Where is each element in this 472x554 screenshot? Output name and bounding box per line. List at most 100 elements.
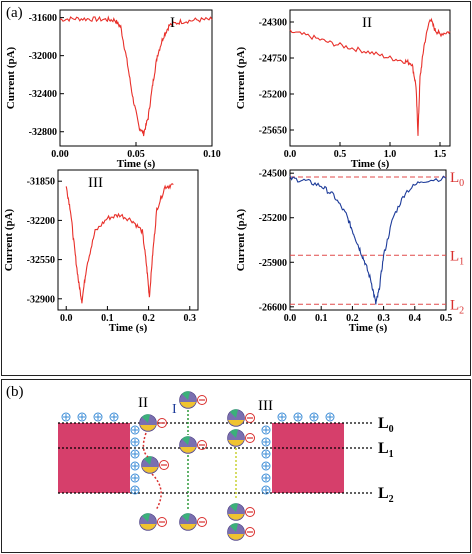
x-tick-label: 0.00 — [51, 149, 69, 160]
molecule-III-second — [227, 429, 255, 447]
positive-charge-icon — [61, 412, 71, 422]
y-tick-label: -32400 — [29, 89, 57, 100]
x-tick-label: 0.0 — [284, 313, 297, 324]
x-axis-label: Time (s) — [351, 158, 390, 170]
level-label-L1: L1 — [378, 440, 394, 460]
y-tick-label: -31600 — [29, 13, 57, 24]
pathway-label-III: III — [258, 398, 273, 414]
molecule-I-mid — [179, 436, 207, 454]
y-tick-label: -24500 — [259, 169, 287, 180]
molecule-III-top — [227, 409, 255, 427]
chart-IV: 0.0 0.1 0.2 0.3 0.4 0.5 -24500 -25200 -25900 -266… — [235, 169, 464, 334]
y-tick-label: -25200 — [259, 213, 287, 224]
pathway-II-arrow — [151, 473, 162, 511]
panel-a-frame — [1, 1, 471, 376]
plot-frame — [289, 9, 451, 147]
plot-frame — [57, 169, 199, 311]
x-axis-label: Time (s) — [349, 322, 388, 334]
x-tick-label: 0.05 — [127, 149, 145, 160]
positive-charge-icon — [261, 461, 271, 471]
pathway-label-I: I — [172, 402, 177, 417]
y-axis-label: Current (pA) — [235, 46, 247, 109]
x-tick-label: 0.1 — [101, 313, 114, 324]
chart-I: 0.00 0.05 0.10 -31600 -32000 -32400 -32800 Time… — [5, 9, 221, 170]
x-axis-label: Time (s) — [109, 322, 148, 334]
y-axis-label: Current (pA) — [3, 208, 15, 271]
y-axis-label: Current (pA) — [235, 208, 247, 271]
positive-charge-icon — [77, 412, 87, 422]
positive-charge-icon — [261, 449, 271, 459]
panel-b-frame — [1, 379, 471, 553]
x-tick-label: 0.2 — [346, 313, 359, 324]
y-axis-label: Current (pA) — [5, 46, 17, 109]
positive-charge-icon — [261, 437, 271, 447]
positive-charge-icon — [325, 412, 335, 422]
x-axis-label: Time (s) — [117, 158, 156, 170]
x-tick-label: 0.4 — [409, 313, 422, 324]
x-tick-label: 0.10 — [203, 149, 221, 160]
positive-charge-icon — [93, 412, 103, 422]
chart-III: 0.0 0.1 0.2 0.3 -31850 -32200 -32550 -32900 Time… — [3, 169, 199, 334]
y-tick-label: -31850 — [27, 177, 55, 188]
positive-charge-icon — [130, 461, 140, 471]
positive-charge-icon — [130, 425, 140, 435]
positive-charge-icon — [261, 473, 271, 483]
x-tick-label: 0.3 — [377, 313, 390, 324]
positive-charge-icon — [130, 449, 140, 459]
positive-charge-icon — [130, 473, 140, 483]
molecule-II-bottom — [139, 513, 167, 531]
molecule-I-top — [179, 391, 207, 409]
pore-wall-right — [272, 423, 344, 493]
x-tick-label: 1.5 — [434, 149, 447, 160]
y-tick-label: -32000 — [29, 51, 57, 62]
positive-charge-icon — [277, 412, 287, 422]
pathway-II-arrow — [142, 432, 149, 458]
x-tick-label: 0.1 — [315, 313, 328, 324]
y-tick-label: -32900 — [27, 294, 55, 305]
chart-title-III: III — [88, 175, 103, 191]
x-tick-label: 0.5 — [440, 313, 453, 324]
x-tick-label: 0.0 — [284, 149, 297, 160]
positive-charge-icon — [261, 425, 271, 435]
molecule-I-bottom — [179, 513, 207, 531]
pathway-label-II: II — [138, 395, 148, 411]
positive-charge-icon — [130, 485, 140, 495]
positive-charge-icon — [109, 412, 119, 422]
y-tick-label: -25200 — [259, 90, 287, 101]
positive-charge-icon — [309, 412, 319, 422]
positive-charge-icon — [130, 437, 140, 447]
x-tick-label: 0.3 — [184, 313, 197, 324]
y-tick-label: -32550 — [27, 255, 55, 266]
chart-II: 0.0 0.5 1.0 1.5 -24300 -24750 -25200 -25650 Time… — [235, 9, 451, 170]
y-tick-label: -25650 — [259, 126, 287, 137]
x-tick-label: 1.0 — [384, 149, 397, 160]
level-label-L0: L0 — [378, 415, 394, 435]
y-tick-label: -24750 — [259, 54, 287, 65]
pore-wall-left — [58, 423, 130, 493]
y-tick-label: -32800 — [29, 127, 57, 138]
y-tick-label: -26600 — [259, 302, 287, 313]
y-tick-label: -32200 — [27, 216, 55, 227]
panel-b-label: (b) — [6, 384, 24, 400]
x-tick-label: 0.5 — [334, 149, 347, 160]
trace-IV — [289, 175, 447, 305]
panel-a-label: (a) — [6, 5, 23, 21]
trace-I — [59, 15, 213, 137]
x-tick-label: 0.0 — [60, 313, 73, 324]
molecule-II-top — [139, 414, 167, 432]
y-tick-label: -25900 — [259, 258, 287, 269]
molecule-III-third — [227, 503, 255, 521]
positive-charge-icon — [293, 412, 303, 422]
molecule-II-mid — [141, 456, 169, 474]
y-tick-label: -24300 — [259, 18, 287, 29]
chart-title-II: II — [362, 15, 372, 31]
chart-title-I: I — [170, 15, 175, 31]
plot-frame — [289, 169, 447, 311]
positive-charge-icon — [261, 485, 271, 495]
x-tick-label: 0.2 — [142, 313, 155, 324]
molecule-III-bottom — [227, 523, 255, 541]
trace-III — [65, 183, 174, 304]
trace-II — [289, 17, 451, 136]
